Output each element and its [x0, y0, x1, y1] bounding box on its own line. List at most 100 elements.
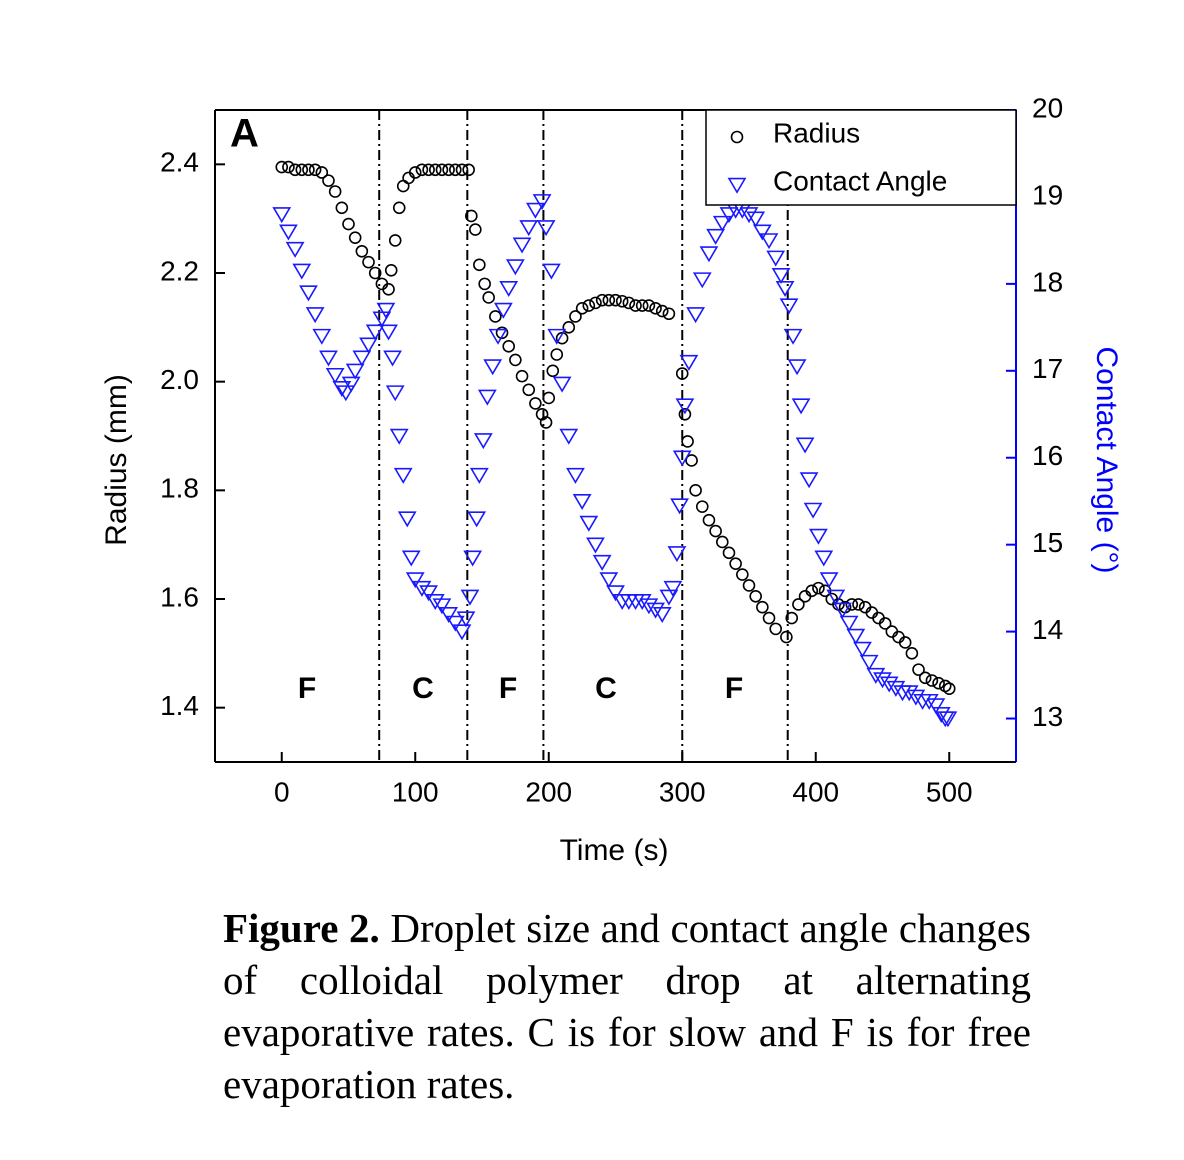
y2-tick-label: 13 [1032, 701, 1063, 732]
angle-point [675, 398, 695, 415]
radius-point [878, 617, 892, 630]
x-tick-label: 0 [274, 776, 290, 807]
angle-point [385, 385, 405, 402]
angle-point [532, 194, 552, 211]
angle-point [692, 272, 712, 289]
radius-point [582, 299, 596, 312]
radius-point [575, 302, 589, 315]
radius-point [629, 299, 642, 312]
angle-point [839, 615, 859, 632]
radius-point [749, 589, 762, 603]
radius-point [342, 217, 355, 231]
region-label: C [595, 672, 617, 705]
angle-point [305, 307, 325, 324]
radius-point [515, 369, 529, 383]
radius-point [736, 568, 749, 581]
y-tick-label: 2.4 [160, 147, 199, 178]
radius-point [448, 163, 462, 177]
angle-point [439, 607, 459, 623]
radius-point [408, 166, 422, 179]
angle-point [519, 220, 539, 237]
angle-point [526, 202, 545, 219]
angle-point [919, 693, 939, 710]
radius-point [662, 307, 676, 321]
angle-point [791, 398, 811, 415]
radius-point [722, 546, 736, 560]
radius-point [539, 416, 553, 429]
angle-point [853, 641, 872, 658]
angle-point [663, 580, 683, 597]
angle-point [672, 450, 692, 467]
angle-point [809, 528, 828, 545]
radius-point [469, 223, 482, 236]
radius-point [635, 299, 649, 312]
radius-point [495, 326, 509, 340]
radius-point [852, 598, 865, 611]
angle-point [499, 281, 519, 297]
angle-point [345, 363, 365, 380]
angle-point [846, 628, 866, 645]
angle-point [469, 467, 489, 484]
radius-point [805, 584, 819, 598]
radius-point [478, 277, 491, 291]
angle-point [389, 428, 409, 445]
radius-point [396, 179, 410, 193]
angle-point [425, 593, 445, 610]
radius-point [562, 321, 576, 334]
y-tick-label: 2.2 [160, 255, 199, 286]
radius-point [302, 163, 315, 177]
radius-point [550, 348, 564, 361]
angle-point [759, 233, 779, 250]
angle-point [460, 589, 480, 606]
angle-point [401, 550, 421, 567]
angle-point [493, 302, 513, 319]
radius-point [729, 557, 742, 570]
angle-point [814, 550, 834, 567]
radius-point [715, 535, 729, 549]
radius-point [780, 630, 793, 644]
region-label: F [725, 672, 743, 705]
radius-point [932, 676, 945, 690]
radius-point [602, 293, 616, 307]
radius-point [649, 302, 662, 315]
angle-point [819, 572, 839, 589]
angle-point [899, 685, 919, 702]
angle-point [505, 259, 525, 276]
angle-point [795, 437, 815, 454]
angle-point [646, 602, 665, 619]
radius-point [422, 163, 435, 177]
radius-point [392, 201, 406, 215]
angle-point [341, 376, 361, 393]
radius-point [455, 163, 469, 177]
angle-point [652, 607, 672, 623]
region-label: F [499, 672, 517, 705]
angle-point [477, 389, 497, 406]
radius-point [785, 611, 799, 625]
legend-box [705, 109, 1017, 206]
angle-point [699, 246, 719, 263]
angle-point [379, 324, 398, 341]
angle-point [771, 267, 791, 284]
angle-point [886, 680, 906, 697]
radius-point [473, 258, 486, 272]
angle-point [383, 350, 402, 367]
x-tick-label: 100 [392, 776, 439, 807]
radius-point [792, 598, 805, 611]
radius-point [542, 391, 556, 405]
angle-point [931, 706, 951, 723]
angle-point [285, 241, 305, 258]
radius-point [509, 353, 522, 367]
radius-point [489, 310, 502, 323]
radius-point [442, 163, 455, 177]
angle-point [542, 263, 561, 280]
y2-tick-label: 18 [1032, 266, 1063, 297]
radius-point [769, 622, 783, 636]
angle-point [467, 511, 487, 528]
angle-point [873, 672, 892, 689]
radius-point [502, 340, 516, 353]
legend-label: Radius [773, 117, 860, 148]
radius-point [315, 166, 329, 179]
radius-point [681, 435, 694, 448]
x-tick-label: 500 [926, 776, 973, 807]
